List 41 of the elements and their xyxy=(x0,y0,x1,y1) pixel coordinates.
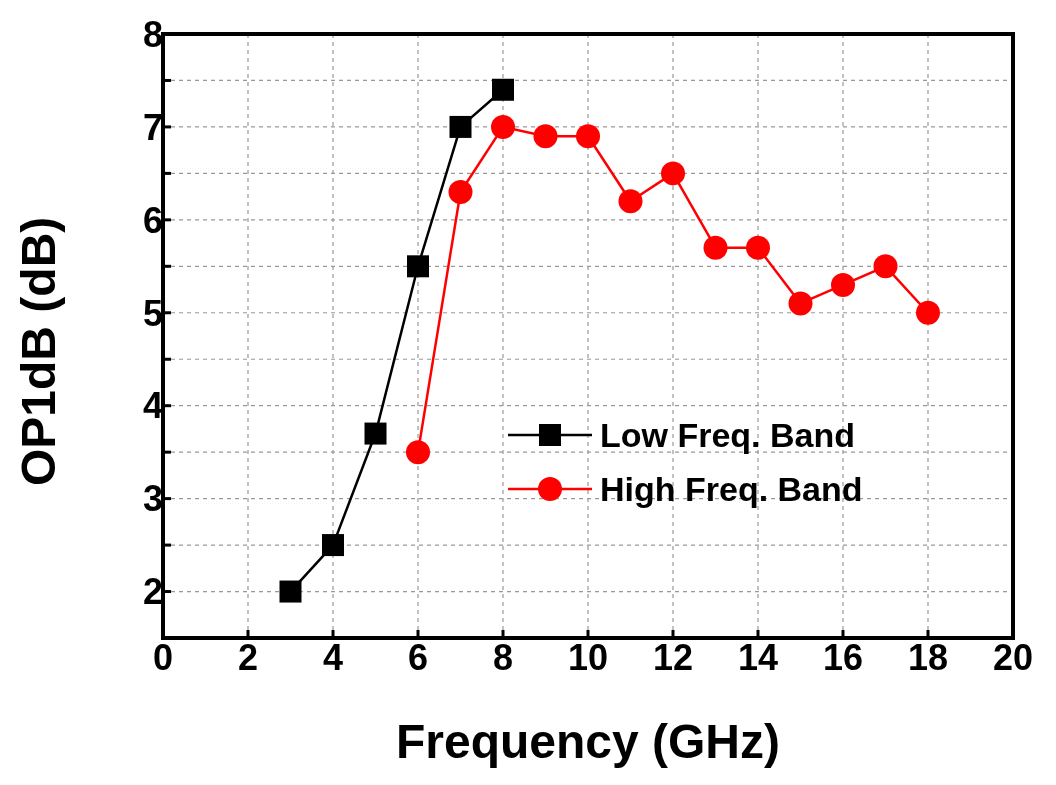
point xyxy=(448,179,473,204)
x-tick-label: 14 xyxy=(737,636,779,678)
point xyxy=(406,440,430,465)
point xyxy=(279,580,302,603)
x-tick-label: 10 xyxy=(567,636,609,678)
point xyxy=(661,161,685,186)
point xyxy=(831,272,855,297)
point xyxy=(916,300,940,325)
y-tick-label: 5 xyxy=(142,292,163,334)
x-tick-label: 18 xyxy=(907,636,949,678)
point xyxy=(873,254,898,279)
point xyxy=(746,235,770,260)
y-axis-title: OP1dB (dB) xyxy=(12,216,66,486)
x-axis-title: Frequency (GHz) xyxy=(395,715,781,768)
x-tick-label: 20 xyxy=(992,636,1034,678)
point xyxy=(407,255,429,278)
legend-label: High Freq. Band xyxy=(600,469,863,509)
y-tick-label: 2 xyxy=(142,571,163,613)
x-tick-label: 4 xyxy=(322,636,344,678)
point xyxy=(491,114,515,139)
x-tick-label: 8 xyxy=(492,636,514,678)
y-tick-label: 6 xyxy=(142,199,163,241)
point xyxy=(492,78,514,101)
y-tick-label: 8 xyxy=(142,13,163,55)
x-tick-label: 2 xyxy=(237,636,259,678)
y-tick-label: 7 xyxy=(142,106,163,148)
point xyxy=(788,291,813,316)
point xyxy=(322,534,344,557)
point xyxy=(364,422,387,445)
x-tick-label: 6 xyxy=(407,636,429,678)
point xyxy=(618,189,643,214)
point xyxy=(449,115,472,138)
x-tick-label: 12 xyxy=(652,636,694,678)
point xyxy=(576,124,600,149)
y-tick-label: 3 xyxy=(142,478,163,520)
y-tick-label: 4 xyxy=(142,385,163,427)
point xyxy=(533,124,558,149)
x-tick-label: 0 xyxy=(152,636,174,678)
point xyxy=(703,235,728,260)
legend-label: Low Freq. Band xyxy=(600,415,855,455)
x-tick-label: 16 xyxy=(822,636,864,678)
